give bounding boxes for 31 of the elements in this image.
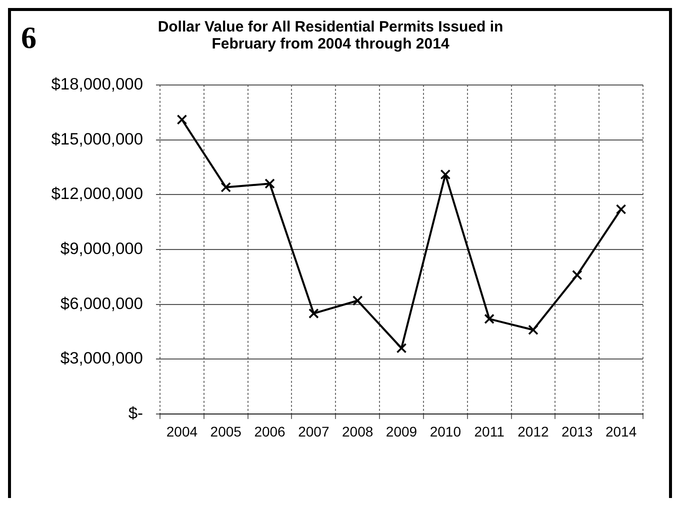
x-tick-label: 2007 — [298, 423, 330, 440]
x-tick-label: 2014 — [605, 423, 637, 440]
point — [352, 296, 363, 306]
y-tick-label: $- — [128, 404, 143, 423]
y-tick-label: $12,000,000 — [51, 185, 143, 204]
y-tick-label: $18,000,000 — [51, 75, 143, 94]
x-tick-label: 2010 — [430, 423, 462, 440]
x-tick-label: 2009 — [386, 423, 418, 440]
point — [528, 324, 538, 336]
point — [264, 178, 275, 189]
point — [308, 308, 319, 319]
text: 6 — [21, 20, 36, 55]
point — [396, 343, 407, 354]
x-tick-label: 2005 — [210, 423, 242, 440]
point — [440, 169, 451, 180]
y-tick-label: $9,000,000 — [60, 240, 143, 258]
x-tick-label: 2013 — [562, 423, 593, 440]
chart-title: Dollar Value for All Residential Permits Issued in February from 2004 through 2014 — [158, 18, 504, 53]
point — [484, 314, 494, 324]
x-tick-label: 2006 — [254, 423, 286, 440]
point — [616, 204, 626, 214]
y-tick-label: $6,000,000 — [60, 294, 143, 313]
x-tick-label: 2004 — [166, 423, 198, 440]
point — [220, 182, 232, 192]
y-tick-label: $15,000,000 — [51, 130, 143, 148]
x-tick-label: 2012 — [518, 423, 550, 440]
point — [572, 270, 582, 280]
point — [176, 114, 188, 125]
y-tick-label: $3,000,000 — [60, 350, 143, 368]
x-tick-label: 2008 — [342, 423, 374, 440]
x-tick-label: 2011 — [474, 423, 505, 440]
